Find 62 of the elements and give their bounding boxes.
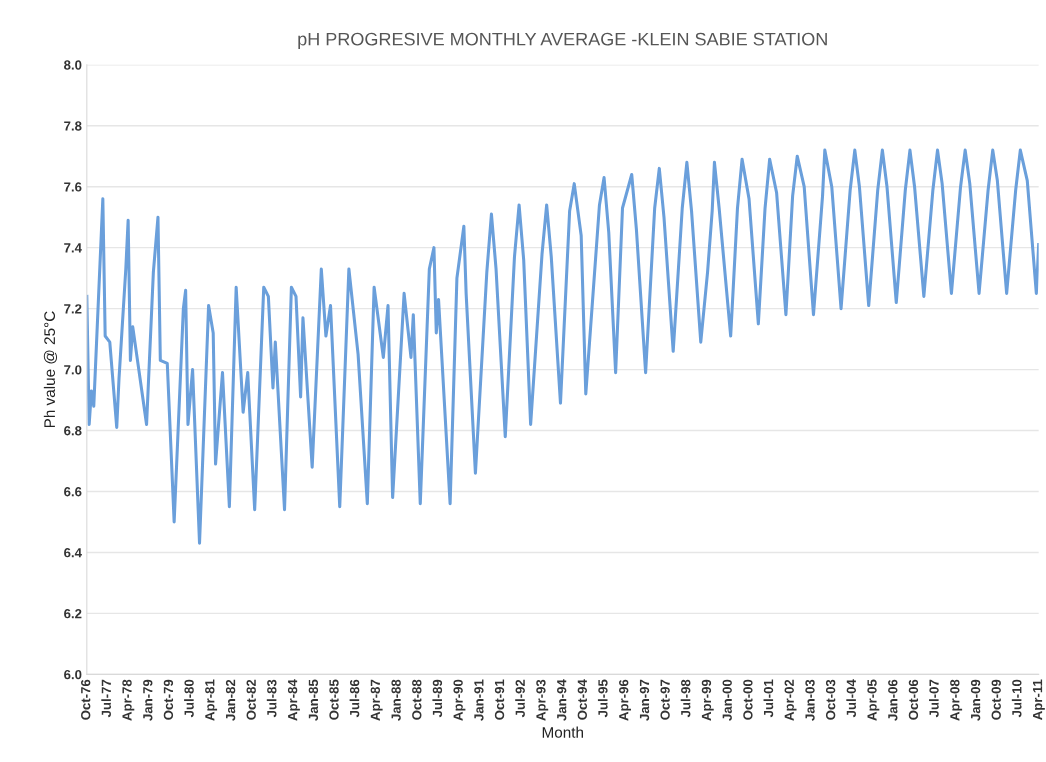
x-tick-label: Apr-87 — [370, 679, 383, 721]
x-tick-label: Oct-76 — [81, 679, 91, 720]
y-tick-label: 6.2 — [64, 608, 82, 619]
x-tick-label: Jul-77 — [101, 679, 111, 718]
y-tick-label: 7.8 — [64, 121, 82, 131]
x-tick-label: Apr-99 — [701, 679, 714, 721]
x-tick-label: Apr-78 — [122, 679, 135, 721]
x-tick-label: Jul-86 — [349, 679, 360, 718]
x-tick-label: Jul-89 — [432, 679, 443, 718]
x-tick-label: Jul-01 — [763, 679, 774, 718]
y-axis-title: Ph value @ 25°C — [43, 311, 57, 428]
y-tick-label: 8.0 — [64, 60, 82, 70]
x-tick-label: Oct-88 — [412, 679, 422, 720]
x-tick-label: Jul-95 — [597, 679, 608, 718]
x-tick-label: Oct-09 — [991, 679, 1001, 720]
x-tick-label: Apr-90 — [453, 679, 466, 721]
x-tick-label: Oct-91 — [494, 679, 505, 720]
chart-title: pH PROGRESIVE MONTHLY AVERAGE -KLEIN SABIE STATION — [298, 32, 827, 50]
x-tick-label: Jan-06 — [888, 679, 898, 721]
x-tick-label: Jul-07 — [929, 679, 939, 718]
y-tick-label: 6.6 — [64, 487, 82, 497]
x-tick-label: Jan-09 — [970, 679, 981, 721]
x-tick-label: Jan-00 — [722, 679, 732, 721]
y-tick-label: 6.0 — [64, 669, 82, 680]
x-tick-label: Jan-85 — [308, 679, 319, 721]
x-tick-label: Jan-94 — [557, 679, 567, 721]
x-tick-label: Apr-84 — [287, 679, 300, 721]
y-tick-label: 7.4 — [64, 243, 82, 253]
x-tick-label: Jan-97 — [639, 679, 650, 721]
x-tick-label: Oct-06 — [908, 679, 919, 720]
x-tick-label: Apr-96 — [619, 679, 631, 721]
x-tick-label: Apr-93 — [536, 679, 549, 721]
x-tick-label: Oct-97 — [660, 679, 670, 720]
x-tick-label: Apr-81 — [205, 679, 218, 721]
x-tick-label: Jul-10 — [1011, 679, 1022, 718]
x-tick-label: Jan-79 — [143, 679, 153, 721]
x-tick-label: Oct-79 — [163, 679, 174, 720]
x-tick-label: Oct-85 — [329, 679, 339, 720]
y-tick-label: 7.6 — [64, 182, 82, 192]
y-tick-label: 7.2 — [64, 304, 82, 314]
x-tick-label: Jul-80 — [184, 679, 194, 718]
x-tick-label: Oct-03 — [825, 679, 836, 720]
x-tick-label: Apr-08 — [950, 679, 963, 721]
x-tick-label: Apr-02 — [784, 679, 797, 721]
x-tick-label: Apr-11 — [1033, 679, 1045, 720]
x-tick-label: Apr-05 — [867, 679, 880, 721]
x-tick-label: Jul-04 — [846, 679, 856, 718]
y-tick-label: 6.4 — [64, 548, 82, 558]
x-tick-label: Oct-94 — [577, 679, 587, 720]
line-series — [86, 148, 1039, 545]
x-axis-title: Month — [542, 726, 583, 738]
y-tick-label: 7.0 — [64, 365, 82, 375]
x-tick-label: Jan-91 — [474, 679, 484, 721]
x-tick-label: Jul-98 — [680, 679, 691, 718]
x-tick-label: Oct-00 — [743, 679, 753, 720]
x-tick-label: Oct-82 — [246, 679, 256, 720]
x-tick-label: Jan-88 — [391, 679, 401, 721]
x-tick-label: Jul-83 — [266, 679, 277, 718]
x-tick-label: Jul-92 — [515, 679, 525, 718]
x-tick-label: Jan-82 — [225, 679, 236, 721]
y-tick-label: 6.8 — [64, 426, 82, 436]
x-tick-label: Jan-03 — [805, 679, 815, 721]
